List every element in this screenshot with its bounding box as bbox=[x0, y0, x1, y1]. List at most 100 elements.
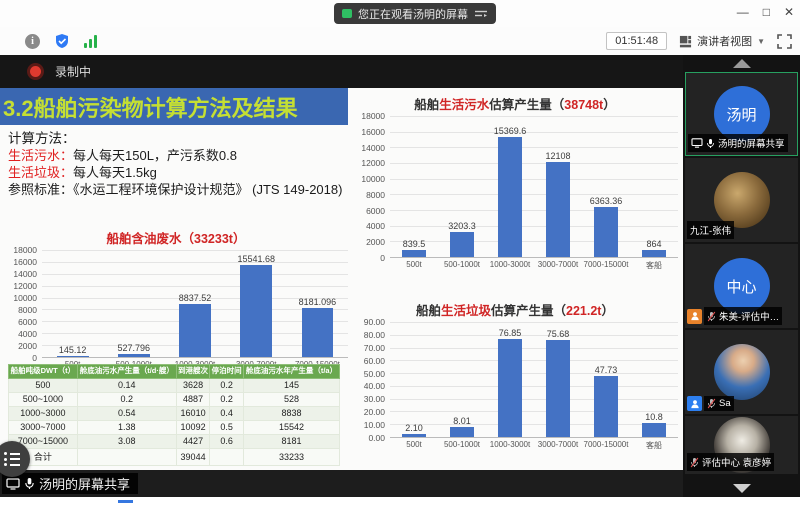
bar-group: 47.73 bbox=[582, 322, 630, 437]
bar-value-label: 527.796 bbox=[117, 342, 151, 353]
participant-label: 评估中心 袁彦婷 bbox=[687, 453, 775, 471]
bar bbox=[56, 356, 89, 357]
sewage-chart: 船舶生活污水估算产生量（38748t） 0 2000 4000 6000 8000 1000… bbox=[352, 94, 678, 271]
x-tick-label: 1000-3000t bbox=[489, 260, 531, 269]
watching-screen-pill[interactable]: 您正在观看汤明的屏幕 bbox=[334, 3, 496, 24]
screen-share-icon bbox=[6, 477, 20, 490]
participant-tile[interactable]: 九江-张伟 bbox=[685, 158, 798, 242]
minimize-button[interactable]: — bbox=[736, 5, 749, 19]
toolbar-left-icons: i bbox=[25, 33, 97, 49]
bar-value-label: 3203.3 bbox=[448, 220, 476, 231]
bar-value-label: 76.85 bbox=[498, 327, 522, 338]
participant-label: Sa bbox=[687, 396, 734, 411]
bar bbox=[593, 376, 619, 437]
y-tick-label: 8000 bbox=[366, 189, 385, 200]
table-cell: 1.38 bbox=[76, 419, 177, 435]
toolbar-right: 01:51:48 演讲者视图 ▼ bbox=[606, 27, 792, 55]
plot-area: 839.5 3203.3 15369.6 12108 6363.36 864 bbox=[390, 116, 678, 258]
network-signal-icon[interactable] bbox=[84, 34, 97, 48]
speaker-view-icon bbox=[680, 35, 692, 47]
x-axis-labels: 500t 500-1000t 1000-3000t 3000-7000t 7000-15… bbox=[390, 440, 678, 451]
meeting-info-icon[interactable]: i bbox=[25, 33, 40, 49]
y-tick-label: 10000 bbox=[13, 293, 37, 303]
bar bbox=[117, 353, 150, 357]
table-cell: 4887 bbox=[175, 391, 211, 407]
bar-group: 10.8 bbox=[630, 322, 678, 437]
participant-tile[interactable]: Sa bbox=[685, 330, 798, 414]
y-axis: 0 2000 4000 6000 8000 10000 12000 14000 16000 180… bbox=[4, 245, 42, 363]
mic-icon bbox=[24, 477, 35, 490]
bar-group: 12108 bbox=[534, 116, 582, 257]
participant-tile[interactable]: 汤明 汤明的屏幕共享 bbox=[685, 72, 798, 156]
x-tick-label: 500t bbox=[406, 440, 422, 449]
fullscreen-icon[interactable] bbox=[777, 33, 792, 49]
bar-group: 8837.52 bbox=[164, 250, 225, 357]
y-tick-label: 18000 bbox=[13, 245, 37, 255]
bar bbox=[545, 340, 571, 437]
y-tick-label: 18000 bbox=[361, 111, 385, 121]
table-row: 500 0.14 3628 0.2 145 bbox=[8, 377, 341, 393]
table-cell: 15542 bbox=[242, 419, 341, 435]
participant-name: 朱美-评估中… bbox=[719, 312, 780, 323]
bar-value-label: 75.68 bbox=[546, 329, 570, 340]
y-axis: 0 2000 4000 6000 8000 10000 12000 14000 16000 180… bbox=[352, 111, 390, 263]
table-cell: 8838 bbox=[242, 405, 341, 421]
method-line-text: 每人每天1.5kg bbox=[73, 165, 157, 180]
maximize-button[interactable]: □ bbox=[762, 5, 770, 19]
annotation-menu-button[interactable] bbox=[0, 441, 30, 477]
table-cell: 8181 bbox=[242, 433, 341, 449]
bar bbox=[449, 426, 475, 437]
avatar: 汤明 bbox=[713, 86, 770, 142]
scroll-up-button[interactable] bbox=[683, 55, 800, 72]
security-shield-icon[interactable] bbox=[54, 33, 70, 49]
bar-value-label: 15369.6 bbox=[493, 125, 527, 136]
watching-screen-label: 您正在观看汤明的屏幕 bbox=[358, 8, 468, 21]
table-cell: 39044 bbox=[175, 447, 211, 466]
table-cell: 0.54 bbox=[76, 405, 177, 421]
scroll-down-button[interactable] bbox=[683, 480, 800, 497]
x-axis-labels: 500t 500-1000t 1000-3000t 3000-7000t 7000-15… bbox=[390, 260, 678, 271]
view-mode-button[interactable]: 演讲者视图 ▼ bbox=[679, 33, 765, 49]
table-cell: 0.2 bbox=[209, 377, 244, 393]
x-tick-label: 500-1000t bbox=[443, 440, 481, 449]
table-row: 500~1000 0.2 4887 0.2 528 bbox=[8, 391, 341, 407]
y-tick-label: 14000 bbox=[361, 142, 385, 153]
screen-share-status-icon bbox=[342, 9, 352, 18]
participant-name: 汤明的屏幕共享 bbox=[718, 139, 785, 150]
bar bbox=[497, 136, 523, 257]
method-line-text: 《水运工程环境保护设计规范》 (JTS 149-2018) bbox=[73, 182, 343, 197]
bar-group: 145.12 bbox=[42, 250, 103, 357]
method-heading: 计算方法： bbox=[8, 131, 76, 146]
y-tick-label: 8000 bbox=[18, 305, 37, 315]
y-tick-label: 16000 bbox=[361, 126, 385, 137]
y-tick-label: 4000 bbox=[18, 329, 37, 339]
chevron-down-icon: ▼ bbox=[757, 36, 765, 46]
y-tick-label: 6000 bbox=[366, 205, 385, 216]
bar-group: 76.85 bbox=[486, 322, 534, 437]
y-tick-label: 20.00 bbox=[363, 407, 385, 418]
bar bbox=[240, 264, 273, 357]
garbage-chart: 船舶生活垃圾估算产生量（221.2t） 0.00 10.00 20.00 30.00 40… bbox=[352, 300, 678, 451]
y-tick-label: 80.00 bbox=[363, 329, 385, 340]
view-options-icon[interactable] bbox=[474, 9, 488, 19]
bar-value-label: 10.8 bbox=[645, 412, 663, 423]
mic-icon bbox=[706, 138, 715, 149]
y-axis: 0.00 10.00 20.00 30.00 40.00 50.00 60.00 70.00 8… bbox=[352, 317, 390, 443]
bar-group: 864 bbox=[630, 116, 678, 257]
participant-tile[interactable]: 评估中心 袁彦婷 bbox=[685, 416, 798, 474]
avatar bbox=[713, 344, 770, 400]
x-tick-label: 500t bbox=[406, 260, 422, 269]
list-icon bbox=[4, 450, 20, 469]
table-cell: 33233 bbox=[242, 447, 341, 466]
window-controls: — □ ✕ bbox=[737, 2, 794, 22]
y-tick-label: 12000 bbox=[361, 158, 385, 169]
table-cell: 0.2 bbox=[209, 391, 244, 407]
x-tick-label: 客船 bbox=[646, 261, 662, 270]
participant-tile[interactable]: 中心 朱美-评估中… bbox=[685, 244, 798, 328]
y-tick-label: 0 bbox=[32, 353, 37, 363]
bar bbox=[179, 304, 211, 357]
y-tick-label: 10000 bbox=[361, 174, 385, 185]
share-source-label: 汤明的屏幕共享 bbox=[39, 477, 131, 492]
close-button[interactable]: ✕ bbox=[783, 5, 794, 19]
person-icon bbox=[687, 396, 702, 411]
